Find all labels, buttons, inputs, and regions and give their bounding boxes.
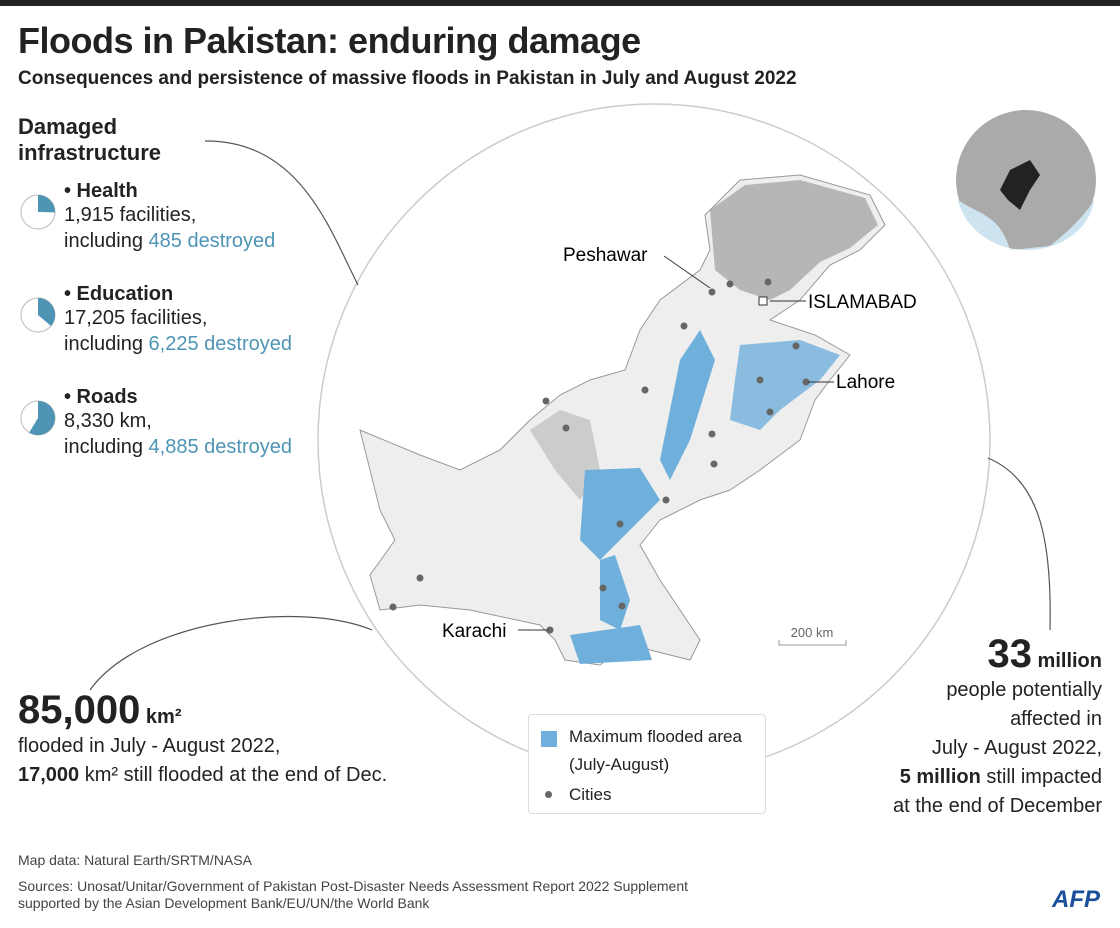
stat-value: 17,000	[18, 764, 80, 786]
stat-text: at the end of December	[892, 795, 1102, 817]
legend-dot	[545, 791, 552, 798]
scale-bar	[778, 640, 847, 646]
flood-area	[660, 330, 715, 480]
city-label: Lahore	[836, 372, 895, 393]
connector	[204, 140, 359, 286]
destroyed-value: 485	[148, 230, 182, 252]
flood-area	[580, 468, 660, 560]
total-unit: facilities,	[119, 204, 197, 226]
total-unit: facilities,	[130, 307, 208, 329]
mountains	[710, 180, 878, 300]
connector	[89, 615, 373, 691]
city-label: Karachi	[442, 621, 506, 642]
legend-label: Maximum flooded area	[569, 727, 742, 746]
city-label: ISLAMABAD	[808, 292, 917, 313]
destroyed-unit: destroyed	[204, 436, 292, 458]
item-total: 17,205 facilities,	[64, 307, 207, 330]
stat-text: July - August 2022,	[931, 737, 1102, 759]
item-name: • Roads	[64, 386, 138, 408]
connector	[987, 457, 1051, 631]
stat-unit: km²	[145, 706, 182, 728]
logo: AFP	[1052, 886, 1100, 913]
title: Floods in Pakistan: enduring damage	[18, 20, 641, 61]
flooded-area-stat: 85,000 km² flooded in July - August 2022…	[18, 690, 388, 790]
item-total: 8,330 km,	[64, 410, 152, 433]
infrastructure-item: • Education 17,205 facilities, including 6…	[18, 283, 338, 363]
capital-marker	[758, 296, 768, 306]
destroyed-prefix: including	[64, 333, 143, 355]
stat-text: affected in	[1010, 708, 1102, 730]
pie-icon	[20, 400, 56, 436]
legend: Maximum flooded area (July-August) Citie…	[528, 714, 766, 814]
city-dots	[389, 278, 810, 634]
city-label: Peshawar	[563, 245, 648, 266]
stat-text: still impacted	[986, 766, 1102, 788]
item-name: • Health	[64, 180, 138, 202]
item-destroyed: including 6,225 destroyed	[64, 333, 292, 356]
total-value: 1,915	[64, 204, 115, 226]
people-stat: 33 million people potentially affected i…	[822, 634, 1102, 821]
flood-area	[730, 340, 840, 430]
infrastructure-title: Damaged infrastructure	[18, 114, 162, 165]
top-bar	[0, 0, 1120, 6]
destroyed-value: 4,885	[148, 436, 199, 458]
total-unit: km,	[119, 410, 152, 432]
sources: Sources: Unosat/Unitar/Government of Pak…	[18, 878, 688, 894]
infrastructure-item: • Roads 8,330 km, including 4,885 destroye…	[18, 386, 338, 466]
sources: supported by the Asian Development Bank/…	[18, 895, 430, 911]
infrastructure-item: • Health 1,915 facilities, including 485 d…	[18, 180, 338, 260]
stat-text: people potentially	[946, 679, 1102, 701]
pie-icon	[20, 297, 56, 333]
item-total: 1,915 facilities,	[64, 204, 196, 227]
item-name: • Education	[64, 283, 174, 305]
destroyed-value: 6,225	[148, 333, 199, 355]
pie-slice	[29, 401, 55, 435]
stat-unit: km²	[84, 764, 119, 786]
map-source: Map data: Natural Earth/SRTM/NASA	[18, 852, 252, 868]
destroyed-unit: destroyed	[204, 333, 292, 355]
globe-inset	[956, 110, 1096, 250]
item-destroyed: including 4,885 destroyed	[64, 436, 292, 459]
stat-text: flooded in July - August 2022,	[18, 735, 281, 757]
pie-icon	[20, 194, 56, 230]
destroyed-prefix: including	[64, 436, 143, 458]
subtitle: Consequences and persistence of massive …	[18, 68, 797, 89]
destroyed-prefix: including	[64, 230, 143, 252]
stat-unit: million	[1037, 650, 1102, 672]
destroyed-unit: destroyed	[187, 230, 276, 252]
total-value: 17,205	[64, 307, 126, 329]
total-value: 8,330	[64, 410, 115, 432]
scale-label: 200 km	[791, 625, 834, 640]
stat-value: 5 million	[899, 766, 981, 788]
leader-line	[663, 255, 711, 289]
mountains	[530, 410, 600, 500]
flood-area	[570, 625, 652, 664]
stat-value: 33	[987, 632, 1032, 676]
stat-value: 85,000	[18, 688, 141, 732]
legend-label: Cities	[569, 785, 612, 804]
legend-label: (July-August)	[569, 755, 670, 774]
stat-text: still flooded at the end of Dec.	[123, 764, 388, 786]
legend-swatch	[541, 731, 557, 747]
item-destroyed: including 485 destroyed	[64, 230, 275, 253]
flood-area	[600, 555, 630, 630]
pie-slice	[38, 195, 55, 213]
pie-slice	[38, 298, 55, 326]
